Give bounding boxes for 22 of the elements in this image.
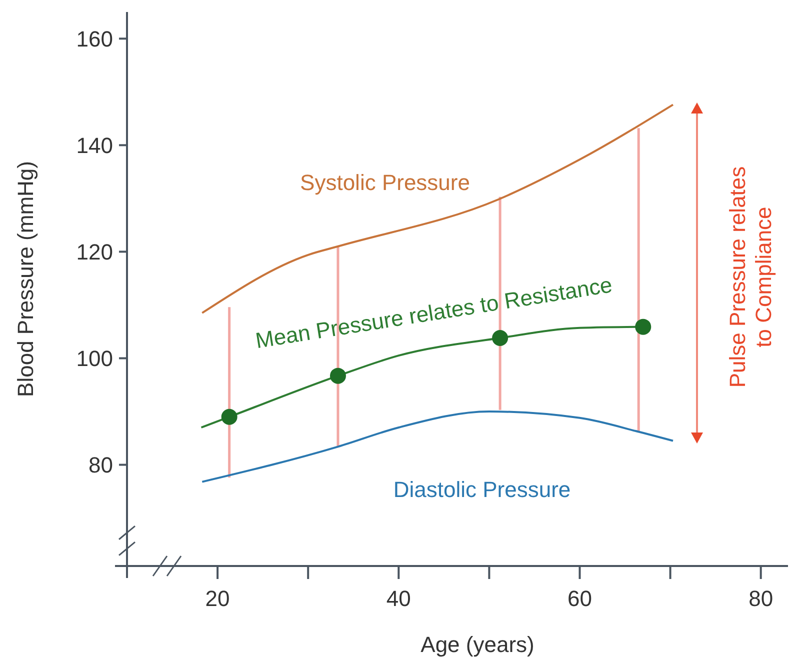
x-tick-label: 80: [748, 586, 774, 611]
point: [492, 330, 508, 346]
y-tick-label: 160: [76, 26, 113, 52]
point: [221, 408, 238, 425]
point: [635, 318, 652, 335]
text: Diastolic Pressure: [393, 477, 571, 502]
series-label: Systolic Pressure: [300, 170, 470, 195]
annotation: Pulse Pressure relates to Compliance: [725, 166, 776, 388]
x-axis-title: Age (years): [420, 632, 534, 657]
text: Mean Pressure relates to Resistance: [254, 272, 614, 354]
y-tick-label: 120: [76, 239, 113, 264]
y-tick-label: 100: [76, 346, 113, 371]
x-tick-label: 40: [386, 586, 411, 611]
x-tick-label: 20: [205, 586, 230, 611]
bar: [498, 196, 502, 410]
point: [330, 368, 346, 384]
y-axis-title: Blood Pressure (mmHg): [13, 161, 38, 397]
y-tick-label: 140: [76, 132, 113, 158]
bar: [637, 128, 640, 432]
x-tick-label: 60: [568, 586, 592, 611]
line-series: [201, 410, 674, 483]
y-tick-label: 80: [88, 452, 113, 478]
